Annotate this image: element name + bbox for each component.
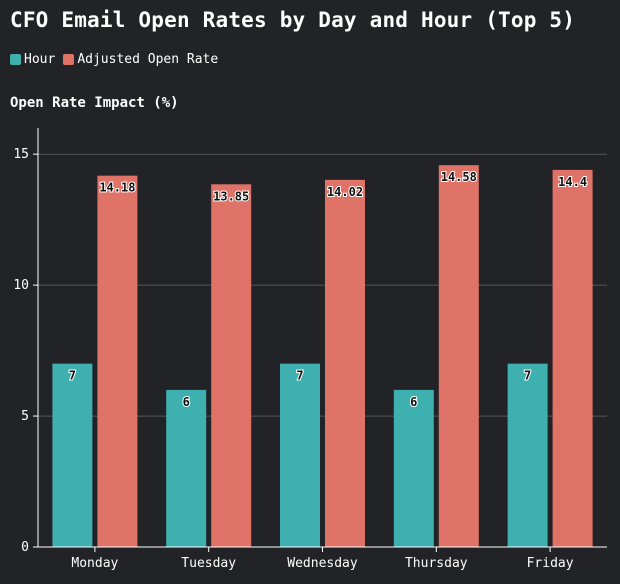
bar-hour-thursday[interactable]	[393, 389, 434, 547]
bar-adjusted-open-rate-friday[interactable]	[552, 169, 593, 547]
legend: Hour Adjusted Open Rate	[10, 52, 226, 67]
x-tick-label-thursday: Thursday	[405, 556, 468, 571]
x-tick-label-friday: Friday	[527, 556, 574, 571]
data-label-adjusted-open-rate-friday: 14.4	[558, 175, 587, 189]
data-label-adjusted-open-rate-monday: 14.18	[99, 181, 135, 195]
bar-adjusted-open-rate-thursday[interactable]	[438, 165, 479, 547]
data-label-adjusted-open-rate-tuesday: 13.85	[213, 189, 249, 203]
y-tick-label-10: 10	[13, 278, 29, 293]
x-tick-label-monday: Monday	[71, 556, 118, 571]
legend-label-adjusted-open-rate: Adjusted Open Rate	[77, 52, 219, 67]
x-tick-label-wednesday: Wednesday	[287, 556, 358, 571]
data-label-hour-monday: 7	[69, 369, 76, 383]
data-label-hour-friday: 7	[524, 369, 531, 383]
bar-hour-tuesday[interactable]	[166, 389, 207, 547]
bar-adjusted-open-rate-tuesday[interactable]	[211, 184, 252, 547]
data-label-adjusted-open-rate-wednesday: 14.02	[327, 185, 363, 199]
data-label-adjusted-open-rate-thursday: 14.58	[441, 170, 477, 184]
y-tick-label-15: 15	[13, 147, 29, 162]
data-label-hour-wednesday: 7	[296, 369, 303, 383]
x-tick-label-tuesday: Tuesday	[181, 556, 236, 571]
bar-adjusted-open-rate-monday[interactable]	[97, 175, 138, 547]
legend-swatch-adjusted-open-rate	[63, 54, 75, 65]
y-tick-label-5: 5	[21, 409, 29, 424]
bar-hour-friday[interactable]	[507, 363, 548, 547]
chart-title: CFO Email Open Rates by Day and Hour (To…	[10, 8, 576, 32]
legend-item-adjusted-open-rate[interactable]: Adjusted Open Rate	[63, 52, 218, 67]
y-tick-label-0: 0	[21, 540, 29, 555]
y-axis-title: Open Rate Impact (%)	[10, 95, 179, 111]
data-label-hour-tuesday: 6	[183, 395, 190, 409]
legend-swatch-hour	[10, 54, 21, 65]
data-label-hour-thursday: 6	[410, 395, 417, 409]
bar-hour-monday[interactable]	[52, 363, 93, 547]
bar-hour-wednesday[interactable]	[280, 363, 320, 547]
bar-adjusted-open-rate-wednesday[interactable]	[325, 179, 365, 547]
legend-item-hour[interactable]: Hour	[10, 52, 55, 67]
legend-label-hour: Hour	[24, 52, 56, 67]
